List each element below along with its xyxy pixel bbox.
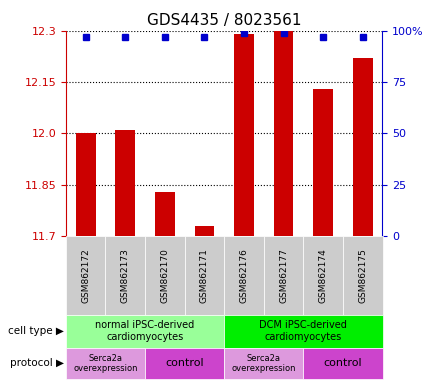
Text: GSM862170: GSM862170 <box>160 248 169 303</box>
Text: normal iPSC-derived
cardiomyocytes: normal iPSC-derived cardiomyocytes <box>95 320 195 342</box>
Bar <box>195 226 214 236</box>
Text: GSM862172: GSM862172 <box>81 248 90 303</box>
Text: GSM862175: GSM862175 <box>358 248 367 303</box>
Bar <box>313 89 333 236</box>
Text: DCM iPSC-derived
cardiomyocytes: DCM iPSC-derived cardiomyocytes <box>259 320 347 342</box>
Bar <box>155 192 175 236</box>
Bar <box>115 130 135 236</box>
Text: Serca2a
overexpression: Serca2a overexpression <box>73 354 138 373</box>
Bar <box>76 133 96 236</box>
Text: GSM862173: GSM862173 <box>121 248 130 303</box>
Text: Serca2a
overexpression: Serca2a overexpression <box>232 354 296 373</box>
Text: control: control <box>323 358 362 368</box>
Title: GDS4435 / 8023561: GDS4435 / 8023561 <box>147 13 301 28</box>
Text: protocol ▶: protocol ▶ <box>10 358 64 368</box>
Text: GSM862171: GSM862171 <box>200 248 209 303</box>
Text: control: control <box>165 358 204 368</box>
Bar <box>274 31 293 236</box>
Text: GSM862177: GSM862177 <box>279 248 288 303</box>
Text: cell type ▶: cell type ▶ <box>8 326 64 336</box>
Bar <box>353 58 373 236</box>
Text: GSM862174: GSM862174 <box>319 248 328 303</box>
Text: GSM862176: GSM862176 <box>239 248 249 303</box>
Bar <box>234 34 254 236</box>
